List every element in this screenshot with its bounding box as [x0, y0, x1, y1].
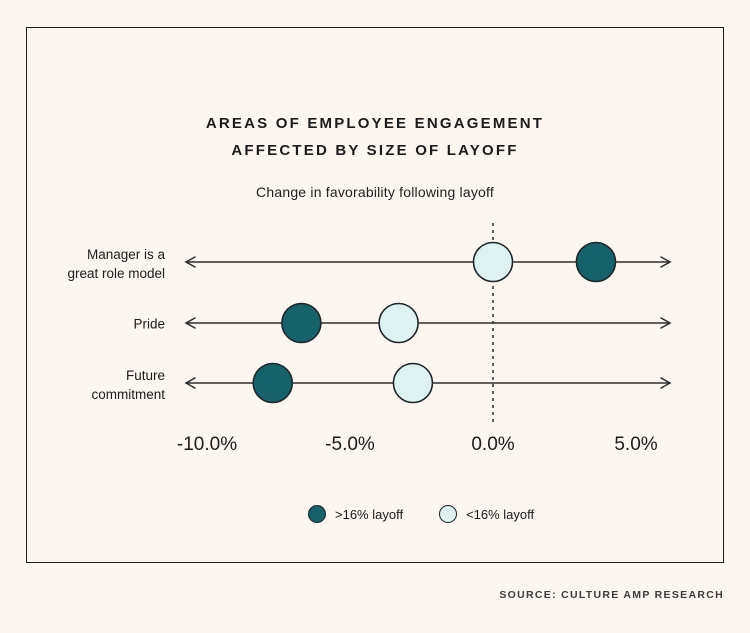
row-arrow-left-icon	[184, 317, 196, 329]
legend-label-lt16: <16% layoff	[466, 506, 535, 522]
x-tick-label: 5.0%	[614, 434, 657, 455]
x-tick-label: -10.0%	[177, 434, 237, 455]
category-label: Future commitment	[91, 368, 165, 402]
x-tick-label: 0.0%	[471, 434, 514, 455]
legend-swatch-dark-dot	[308, 505, 326, 523]
chart-title-line1: AREAS OF EMPLOYEE ENGAGEMENT	[205, 115, 545, 132]
x-tick-label: -5.0%	[325, 434, 375, 455]
chart-card: AREAS OF EMPLOYEE ENGAGEMENT AFFECTED BY…	[26, 27, 724, 563]
row-arrow-right-icon	[660, 256, 672, 268]
legend-item-gt16: >16% layoff	[308, 505, 403, 523]
legend-item-lt16: <16% layoff	[439, 505, 534, 523]
category-label: Manager is a great role model	[67, 247, 165, 281]
data-dot-large-layoff	[281, 302, 322, 344]
row-arrow-right-icon	[660, 377, 672, 389]
chart-title-line2: AFFECTED BY SIZE OF LAYOFF	[231, 142, 519, 159]
row-arrow-right-icon	[660, 317, 672, 329]
source-attribution: SOURCE: CULTURE AMP RESEARCH	[499, 589, 724, 601]
row-arrow-left-icon	[184, 377, 196, 389]
category-label: Pride	[133, 317, 165, 332]
data-dot-large-layoff	[575, 241, 617, 283]
legend-swatch-light-dot	[439, 505, 458, 523]
legend-label-gt16: >16% layoff	[335, 506, 404, 522]
chart-legend: >16% layoff <16% layoff	[308, 505, 534, 523]
row-arrow-left-icon	[184, 256, 196, 268]
chart-subtitle: Change in favorability following layoff	[256, 184, 494, 200]
data-dot-large-layoff	[252, 362, 294, 404]
data-dot-small-layoff	[472, 241, 514, 283]
chart-title: AREAS OF EMPLOYEE ENGAGEMENT AFFECTED BY…	[27, 110, 723, 164]
data-dot-small-layoff	[392, 362, 434, 404]
data-dot-small-layoff	[378, 302, 419, 344]
